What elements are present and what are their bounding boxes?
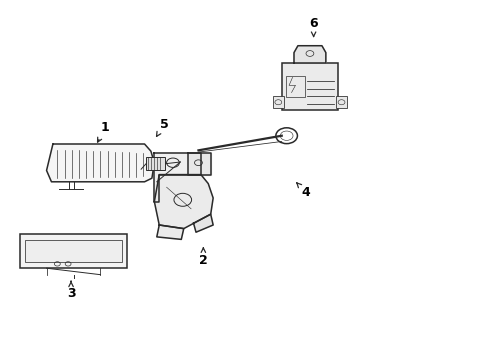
Polygon shape (154, 175, 213, 229)
Polygon shape (157, 225, 184, 239)
Polygon shape (47, 144, 154, 182)
Bar (286, 76, 305, 97)
Bar (336, 96, 347, 108)
Polygon shape (154, 153, 201, 202)
Polygon shape (194, 214, 213, 232)
Text: 1: 1 (98, 121, 110, 142)
Bar (20, 234, 127, 268)
Text: 3: 3 (67, 281, 75, 300)
Bar (282, 63, 338, 110)
Text: 2: 2 (199, 248, 208, 267)
Bar (273, 96, 284, 108)
Text: 4: 4 (297, 183, 311, 199)
Text: 6: 6 (309, 17, 318, 36)
Bar (146, 157, 165, 170)
Bar (25, 240, 122, 262)
Polygon shape (294, 46, 326, 63)
Polygon shape (188, 153, 211, 175)
Text: 5: 5 (156, 118, 169, 136)
